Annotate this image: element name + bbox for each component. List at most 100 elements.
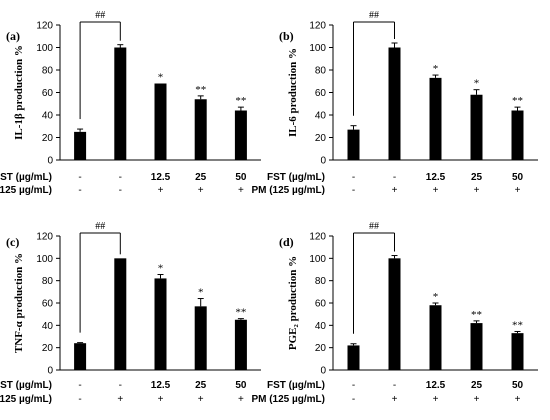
y-tick-label: 80 <box>315 66 327 77</box>
y-tick-label: 100 <box>36 254 53 265</box>
pm-value: - <box>78 394 81 405</box>
bar <box>470 323 483 370</box>
fst-value: - <box>352 172 355 183</box>
y-tick-label: 60 <box>42 88 54 99</box>
significance-marker: ** <box>195 84 206 96</box>
fst-value: - <box>393 172 396 183</box>
panel-label: (b) <box>279 29 294 43</box>
bar <box>154 278 167 370</box>
significance-marker: * <box>198 287 204 299</box>
panel-label: (c) <box>6 235 19 249</box>
significance-marker: ** <box>471 309 482 321</box>
pm-row-label: PM (125 µg/mL) <box>251 185 325 196</box>
y-tick-label: 0 <box>320 156 326 167</box>
bracket-label: ## <box>369 10 379 21</box>
y-axis-label: IL-6 production % <box>287 48 299 137</box>
bracket-label: ## <box>95 221 105 232</box>
fst-value: 25 <box>195 380 207 391</box>
pm-value: + <box>474 394 480 405</box>
pm-value: + <box>117 394 123 405</box>
significance-marker: * <box>158 263 164 275</box>
fst-value: - <box>352 380 355 391</box>
pm-value: + <box>158 394 164 405</box>
bar <box>74 343 87 370</box>
panel-label: (a) <box>6 29 20 43</box>
bar <box>154 83 167 160</box>
significance-marker: ** <box>235 95 246 107</box>
bar <box>347 345 360 370</box>
y-axis-label: PGE₂ production % <box>287 256 299 350</box>
y-tick-label: 40 <box>42 111 54 122</box>
fst-value: - <box>119 380 122 391</box>
pm-value: + <box>433 185 439 196</box>
fst-value: 25 <box>471 380 483 391</box>
pm-value: - <box>352 394 355 405</box>
significance-marker: * <box>158 72 164 84</box>
y-tick-label: 60 <box>315 299 327 310</box>
bar <box>511 333 524 370</box>
bar <box>114 258 127 370</box>
pm-row-label: PM (125 µg/mL) <box>251 394 325 405</box>
y-tick-label: 120 <box>309 232 326 243</box>
y-tick-label: 0 <box>47 366 53 377</box>
fst-value: - <box>78 172 81 183</box>
bar <box>388 258 401 370</box>
y-tick-label: 80 <box>315 276 327 287</box>
significance-marker: * <box>433 291 439 303</box>
y-tick-label: 100 <box>36 43 53 54</box>
bar <box>511 110 524 160</box>
fst-value: 25 <box>471 172 483 183</box>
bar <box>429 305 442 370</box>
pm-value: + <box>515 185 521 196</box>
fst-value: 12.5 <box>426 172 446 183</box>
pm-row-label: PM (125 µg/mL) <box>0 185 52 196</box>
panel-label: (d) <box>279 235 294 249</box>
y-tick-label: 40 <box>315 321 327 332</box>
bar <box>429 77 442 160</box>
pm-value: - <box>119 185 122 196</box>
bar <box>114 47 127 160</box>
fst-value: - <box>78 380 81 391</box>
pm-value: - <box>78 185 81 196</box>
y-tick-label: 20 <box>315 133 327 144</box>
bar <box>388 47 401 160</box>
fst-value: 50 <box>235 380 247 391</box>
significance-marker: ** <box>512 319 523 331</box>
fst-row-label: FST (µg/mL) <box>0 380 52 391</box>
pm-value: + <box>392 185 398 196</box>
bar <box>194 99 207 160</box>
y-axis-label: IL-1β production % <box>13 45 25 140</box>
pm-value: + <box>515 394 521 405</box>
y-tick-label: 120 <box>309 21 326 32</box>
y-tick-label: 0 <box>320 366 326 377</box>
y-tick-label: 40 <box>42 321 54 332</box>
y-tick-label: 120 <box>36 232 53 243</box>
fst-value: - <box>393 380 396 391</box>
fst-row-label: FST (µg/mL) <box>267 172 325 183</box>
y-axis-label: TNF-α production % <box>13 253 25 353</box>
pm-value: + <box>198 394 204 405</box>
fst-row-label: FST (µg/mL) <box>0 172 52 183</box>
pm-value: + <box>158 185 164 196</box>
pm-value: + <box>474 185 480 196</box>
pm-value: + <box>392 394 398 405</box>
pm-value: + <box>433 394 439 405</box>
y-tick-label: 60 <box>315 88 327 99</box>
pm-value: - <box>352 185 355 196</box>
pm-row-label: PM (125 µg/mL) <box>0 394 52 405</box>
bar <box>234 110 247 160</box>
bar <box>234 319 247 370</box>
fst-row-label: FST (µg/mL) <box>267 380 325 391</box>
y-tick-label: 80 <box>42 276 54 287</box>
pm-value: + <box>238 185 244 196</box>
fst-value: 50 <box>512 172 524 183</box>
pm-value: + <box>198 185 204 196</box>
pm-value: + <box>238 394 244 405</box>
fst-value: 50 <box>512 380 524 391</box>
y-tick-label: 80 <box>42 66 54 77</box>
fst-value: 12.5 <box>426 380 446 391</box>
fst-value: 25 <box>195 172 207 183</box>
bar <box>347 129 360 160</box>
